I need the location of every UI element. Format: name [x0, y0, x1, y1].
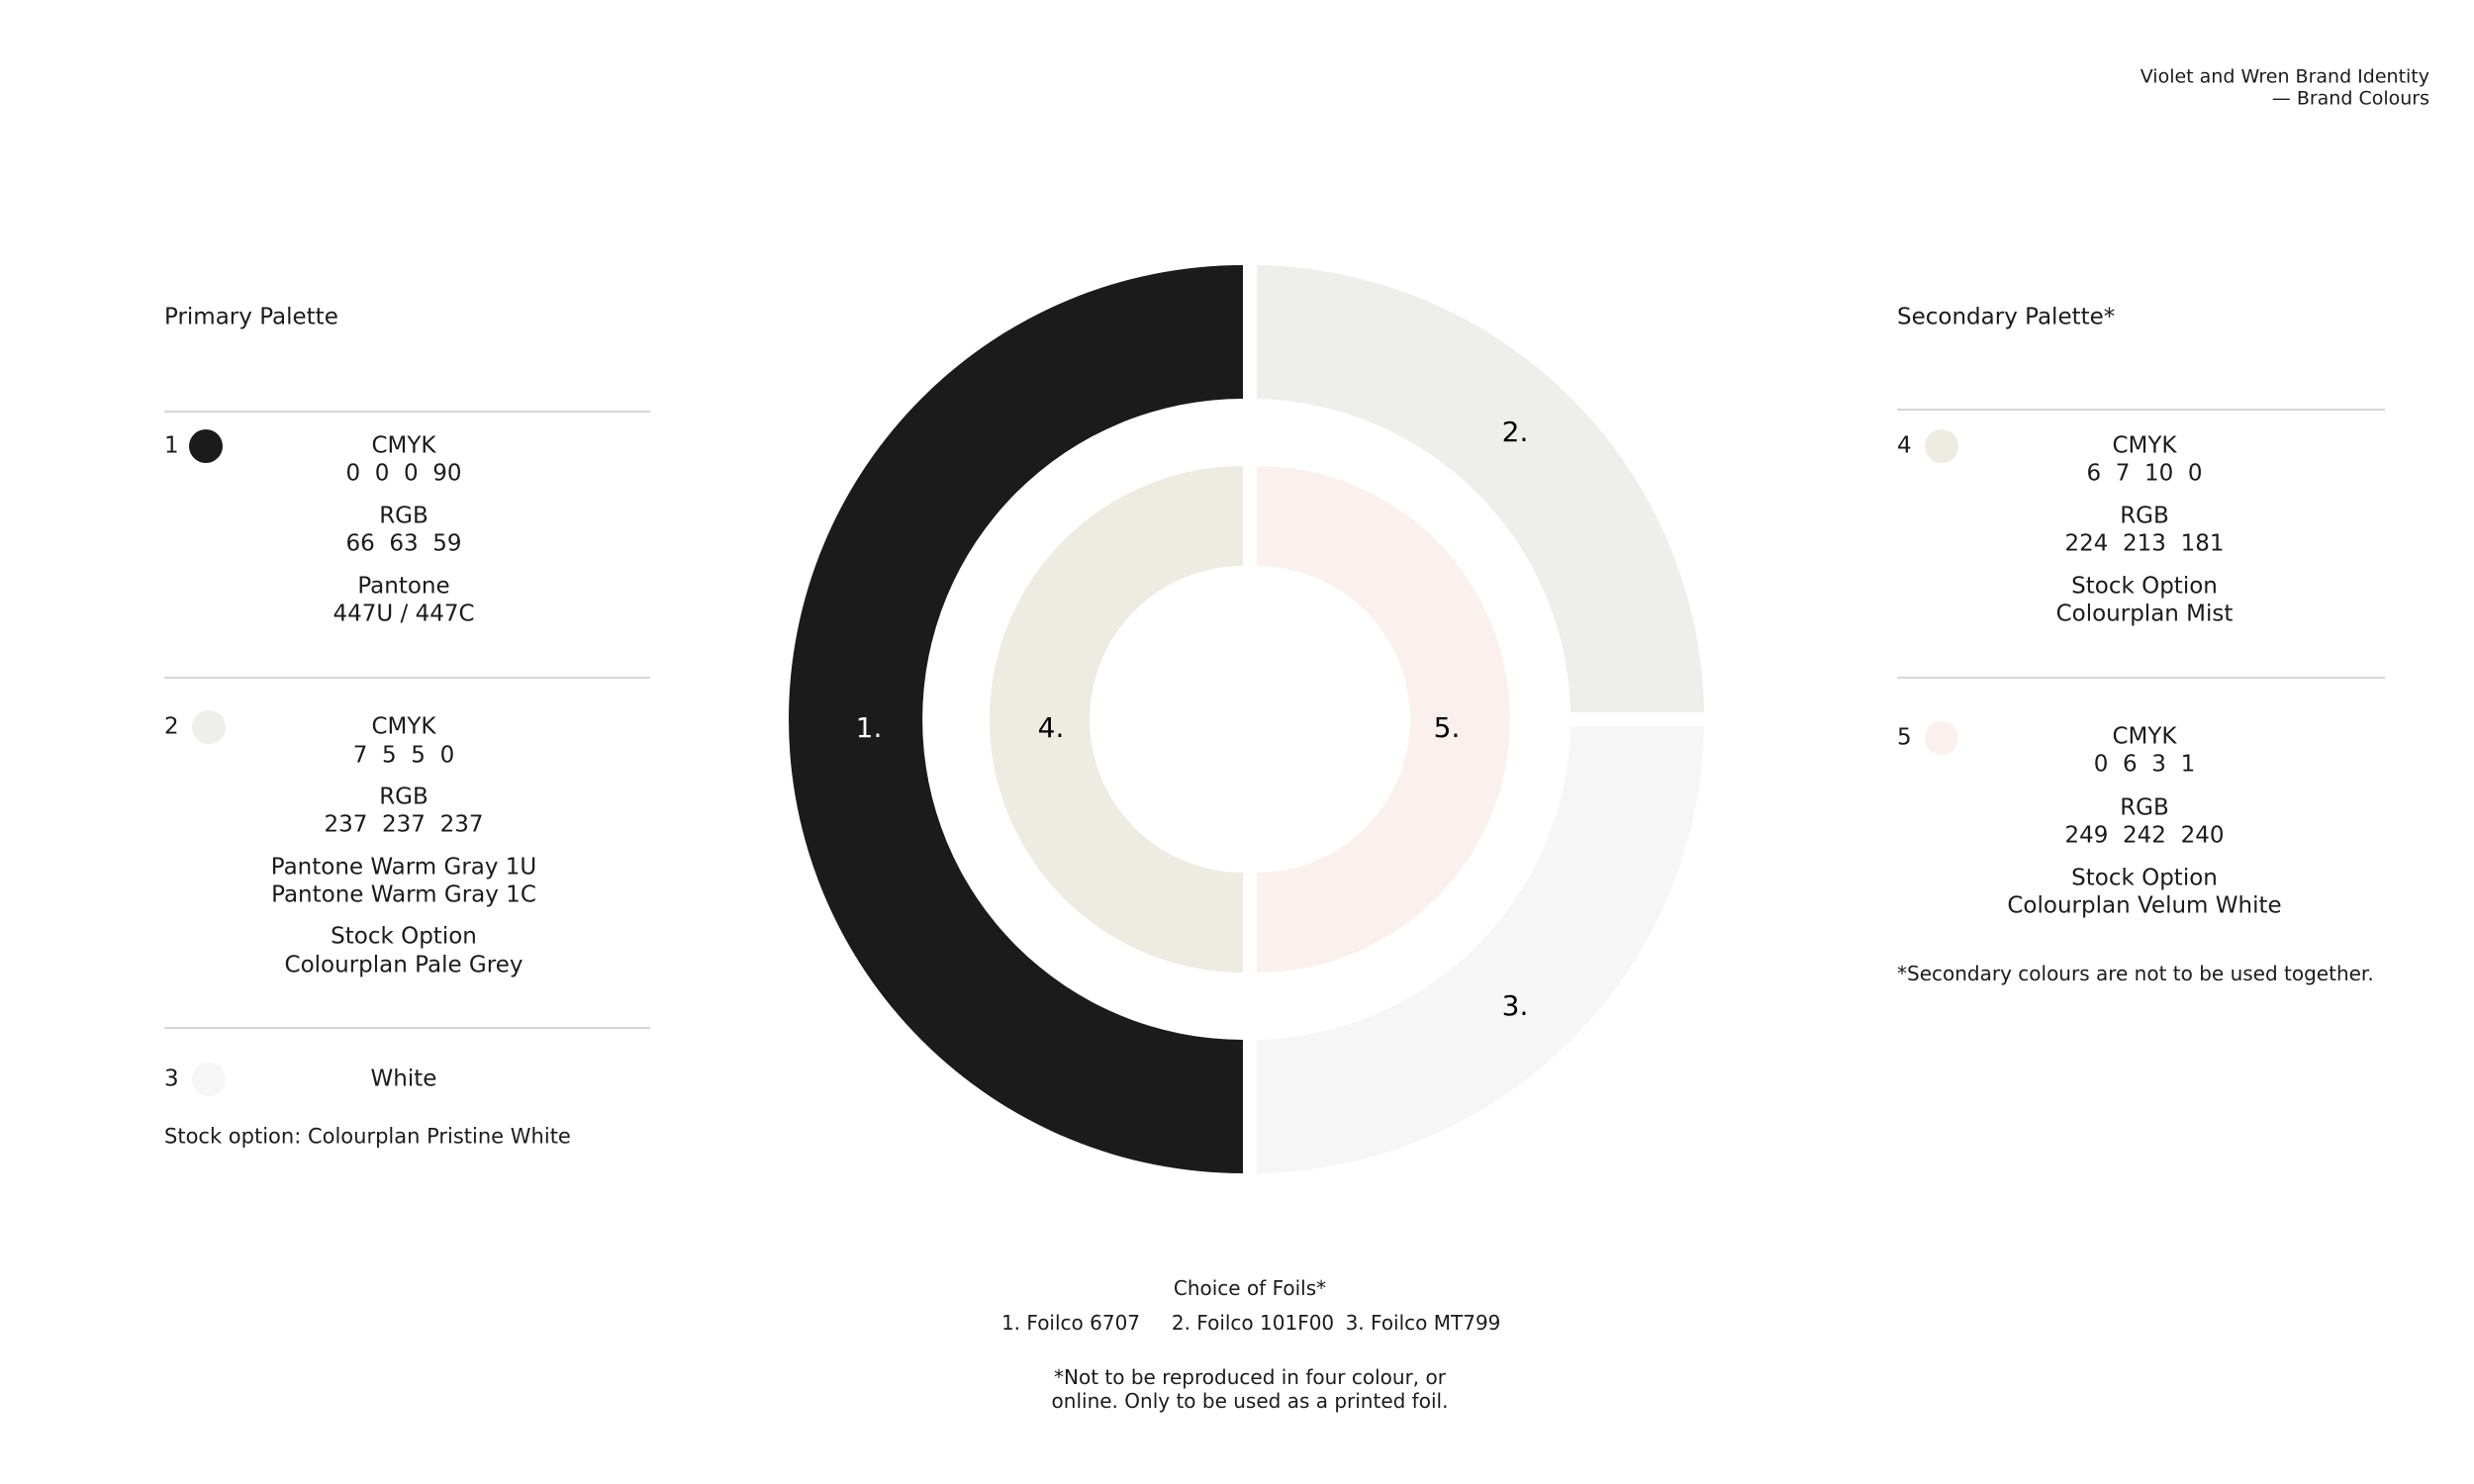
divider — [164, 1027, 650, 1029]
spec: Colourplan Velum White — [2007, 892, 2282, 919]
foils-note: online. Only to be used as a printed foi… — [1051, 1389, 1449, 1413]
foils-note: *Not to be reproduced in four colour, or — [1054, 1365, 1446, 1389]
ring-segment — [1257, 466, 1510, 973]
swatch — [192, 1063, 226, 1096]
foils-title: Choice of Foils* — [1173, 1276, 1327, 1300]
divider — [164, 411, 650, 413]
ring-segment — [1257, 726, 1704, 1173]
note: *Secondary colours are not to be used to… — [1897, 962, 2374, 985]
swatch — [192, 710, 226, 744]
swatch — [189, 429, 223, 463]
segment-label: 4. — [1038, 711, 1065, 744]
segment-label: 1. — [856, 711, 883, 744]
spec: Pantone Warm Gray 1C — [271, 881, 536, 908]
foil-option: 2. Foilco 101F00 — [1171, 1311, 1335, 1335]
divider — [164, 677, 650, 679]
spec: RGB — [379, 784, 428, 810]
spec: 66 63 59 — [345, 530, 462, 557]
swatch-number: 1 — [164, 432, 179, 459]
spec: White — [370, 1066, 437, 1092]
note: Stock option: Colourplan Pristine White — [164, 1124, 571, 1149]
swatch-number: 4 — [1897, 432, 1912, 459]
spec: Pantone Warm Gray 1U — [270, 854, 537, 881]
swatch-number: 3 — [164, 1066, 179, 1092]
swatch — [1925, 721, 1958, 755]
header-title: Violet and Wren Brand Identity — [2140, 65, 2429, 88]
spec: Stock Option — [2071, 573, 2218, 600]
spec: 0 6 3 1 — [2093, 751, 2196, 778]
segment-label: 2. — [1502, 416, 1529, 448]
header-subtitle: — Brand Colours — [2271, 87, 2429, 110]
spec: Colourplan Pale Grey — [284, 952, 523, 978]
divider — [1897, 677, 2385, 679]
spec: CMYK — [371, 713, 436, 740]
secondary-title: Secondary Palette* — [1897, 304, 2116, 330]
foil-option: 3. Foilco MT799 — [1345, 1311, 1501, 1335]
spec: RGB — [2120, 794, 2169, 821]
swatch-number: 2 — [164, 713, 179, 740]
ring-segment — [990, 466, 1243, 973]
spec: Pantone — [357, 573, 450, 600]
spec: 6 7 10 0 — [2086, 460, 2203, 487]
spec: Colourplan Mist — [2055, 601, 2234, 627]
foil-option: 1. Foilco 6707 — [1000, 1311, 1141, 1335]
spec: CMYK — [2112, 432, 2177, 459]
divider — [1897, 409, 2385, 411]
spec: RGB — [2120, 503, 2169, 529]
spec: 0 0 0 90 — [345, 460, 462, 487]
primary-title: Primary Palette — [164, 304, 338, 330]
segment-label: 5. — [1434, 711, 1461, 744]
ring-segment — [789, 265, 1243, 1173]
spec: CMYK — [371, 432, 436, 459]
spec: 447U / 447C — [333, 601, 475, 627]
spec: CMYK — [2112, 723, 2177, 750]
swatch-number: 5 — [1897, 724, 1912, 751]
spec: 249 242 240 — [2064, 822, 2225, 849]
ring-segment — [1257, 265, 1704, 712]
spec: RGB — [379, 503, 428, 529]
spec: 224 213 181 — [2064, 530, 2225, 557]
spec: 237 237 237 — [324, 811, 484, 838]
spec: 7 5 5 0 — [352, 742, 455, 769]
swatch — [1925, 429, 1958, 463]
spec: Stock Option — [331, 923, 477, 950]
segment-label: 3. — [1502, 989, 1529, 1022]
spec: Stock Option — [2071, 865, 2218, 891]
